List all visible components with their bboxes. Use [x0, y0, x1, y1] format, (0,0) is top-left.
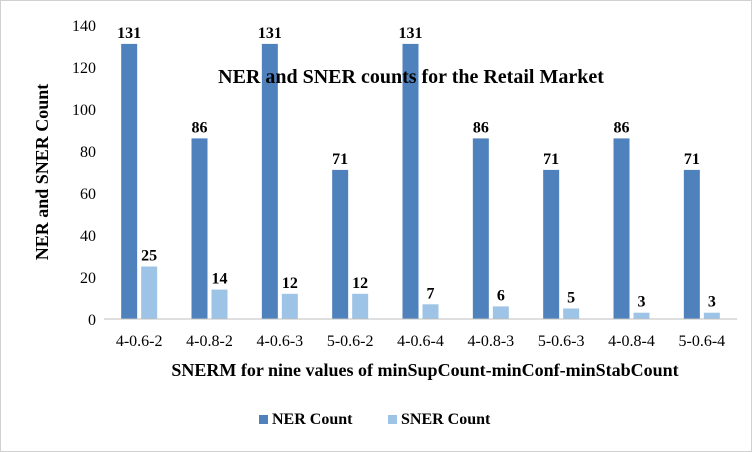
sner-data-label: 6 — [497, 287, 505, 304]
ner-bar — [332, 169, 349, 319]
ner-data-label: 86 — [192, 119, 208, 136]
sner-data-label: 5 — [567, 290, 575, 307]
x-tick-label: 5-0.6-4 — [679, 333, 726, 350]
chart-title: NER and SNER counts for the Retail Marke… — [218, 66, 604, 88]
sner-bar — [703, 312, 720, 319]
ner-data-label: 131 — [399, 25, 423, 42]
y-tick-label: 140 — [72, 18, 96, 35]
x-axis-title: SNERM for nine values of minSupCount-min… — [171, 360, 678, 380]
ner-data-label: 71 — [684, 151, 700, 168]
ner-bar — [543, 169, 560, 319]
x-tick-label: 5-0.6-2 — [327, 333, 374, 350]
y-tick-label: 120 — [72, 60, 96, 77]
sner-bar — [563, 308, 580, 319]
sner-data-label: 25 — [141, 248, 157, 265]
y-tick-label: 0 — [88, 312, 96, 329]
x-tick-label: 4-0.6-3 — [257, 333, 304, 350]
ner-bar — [121, 43, 138, 320]
sner-bar — [352, 293, 369, 319]
ner-data-label: 71 — [332, 151, 348, 168]
ner-data-label: 86 — [614, 119, 630, 136]
y-tick-label: 20 — [80, 270, 96, 287]
y-tick-label: 40 — [80, 228, 96, 245]
legend: NER Count SNER Count — [259, 411, 491, 428]
x-tick-label: 4-0.8-4 — [608, 333, 655, 350]
sner-data-label: 3 — [638, 294, 646, 311]
y-tick-label: 80 — [80, 144, 96, 161]
y-axis-title: NER and SNER Count — [32, 84, 52, 261]
sner-bar — [211, 289, 228, 319]
ner-data-label: 71 — [543, 151, 559, 168]
x-tick-label: 4-0.8-3 — [468, 333, 515, 350]
legend-label-ner: NER Count — [272, 411, 353, 428]
sner-data-label: 7 — [427, 285, 435, 302]
ner-bar — [402, 43, 419, 320]
ner-data-label: 131 — [258, 25, 282, 42]
sner-bar — [141, 266, 158, 319]
y-tick-label: 100 — [72, 102, 96, 119]
x-tick-label: 4-0.8-2 — [186, 333, 233, 350]
sner-data-label: 12 — [352, 275, 368, 292]
ner-bar — [683, 169, 700, 319]
sner-bar — [422, 304, 439, 319]
legend-swatch-ner — [259, 415, 268, 424]
ner-data-label: 86 — [473, 119, 489, 136]
plot-area: 0 20 40 60 80 100 120 140 4-0.6-2 131 25 4-0.8-2 86 1… — [72, 18, 737, 350]
sner-data-label: 12 — [282, 275, 298, 292]
x-tick-label: 4-0.6-2 — [116, 333, 163, 350]
ner-bar — [613, 138, 630, 319]
sner-bar — [492, 306, 509, 319]
ner-bar — [261, 43, 278, 320]
ner-data-label: 131 — [117, 25, 141, 42]
sner-data-label: 14 — [212, 271, 228, 288]
legend-label-sner: SNER Count — [401, 411, 491, 428]
y-tick-label: 60 — [80, 186, 96, 203]
legend-swatch-sner — [388, 415, 397, 424]
sner-data-label: 3 — [708, 294, 716, 311]
sner-bar — [281, 293, 298, 319]
ner-bar — [472, 138, 489, 319]
x-tick-label: 5-0.6-3 — [538, 333, 585, 350]
x-tick-label: 4-0.6-4 — [397, 333, 444, 350]
sner-bar — [633, 312, 650, 319]
ner-bar — [191, 138, 208, 319]
